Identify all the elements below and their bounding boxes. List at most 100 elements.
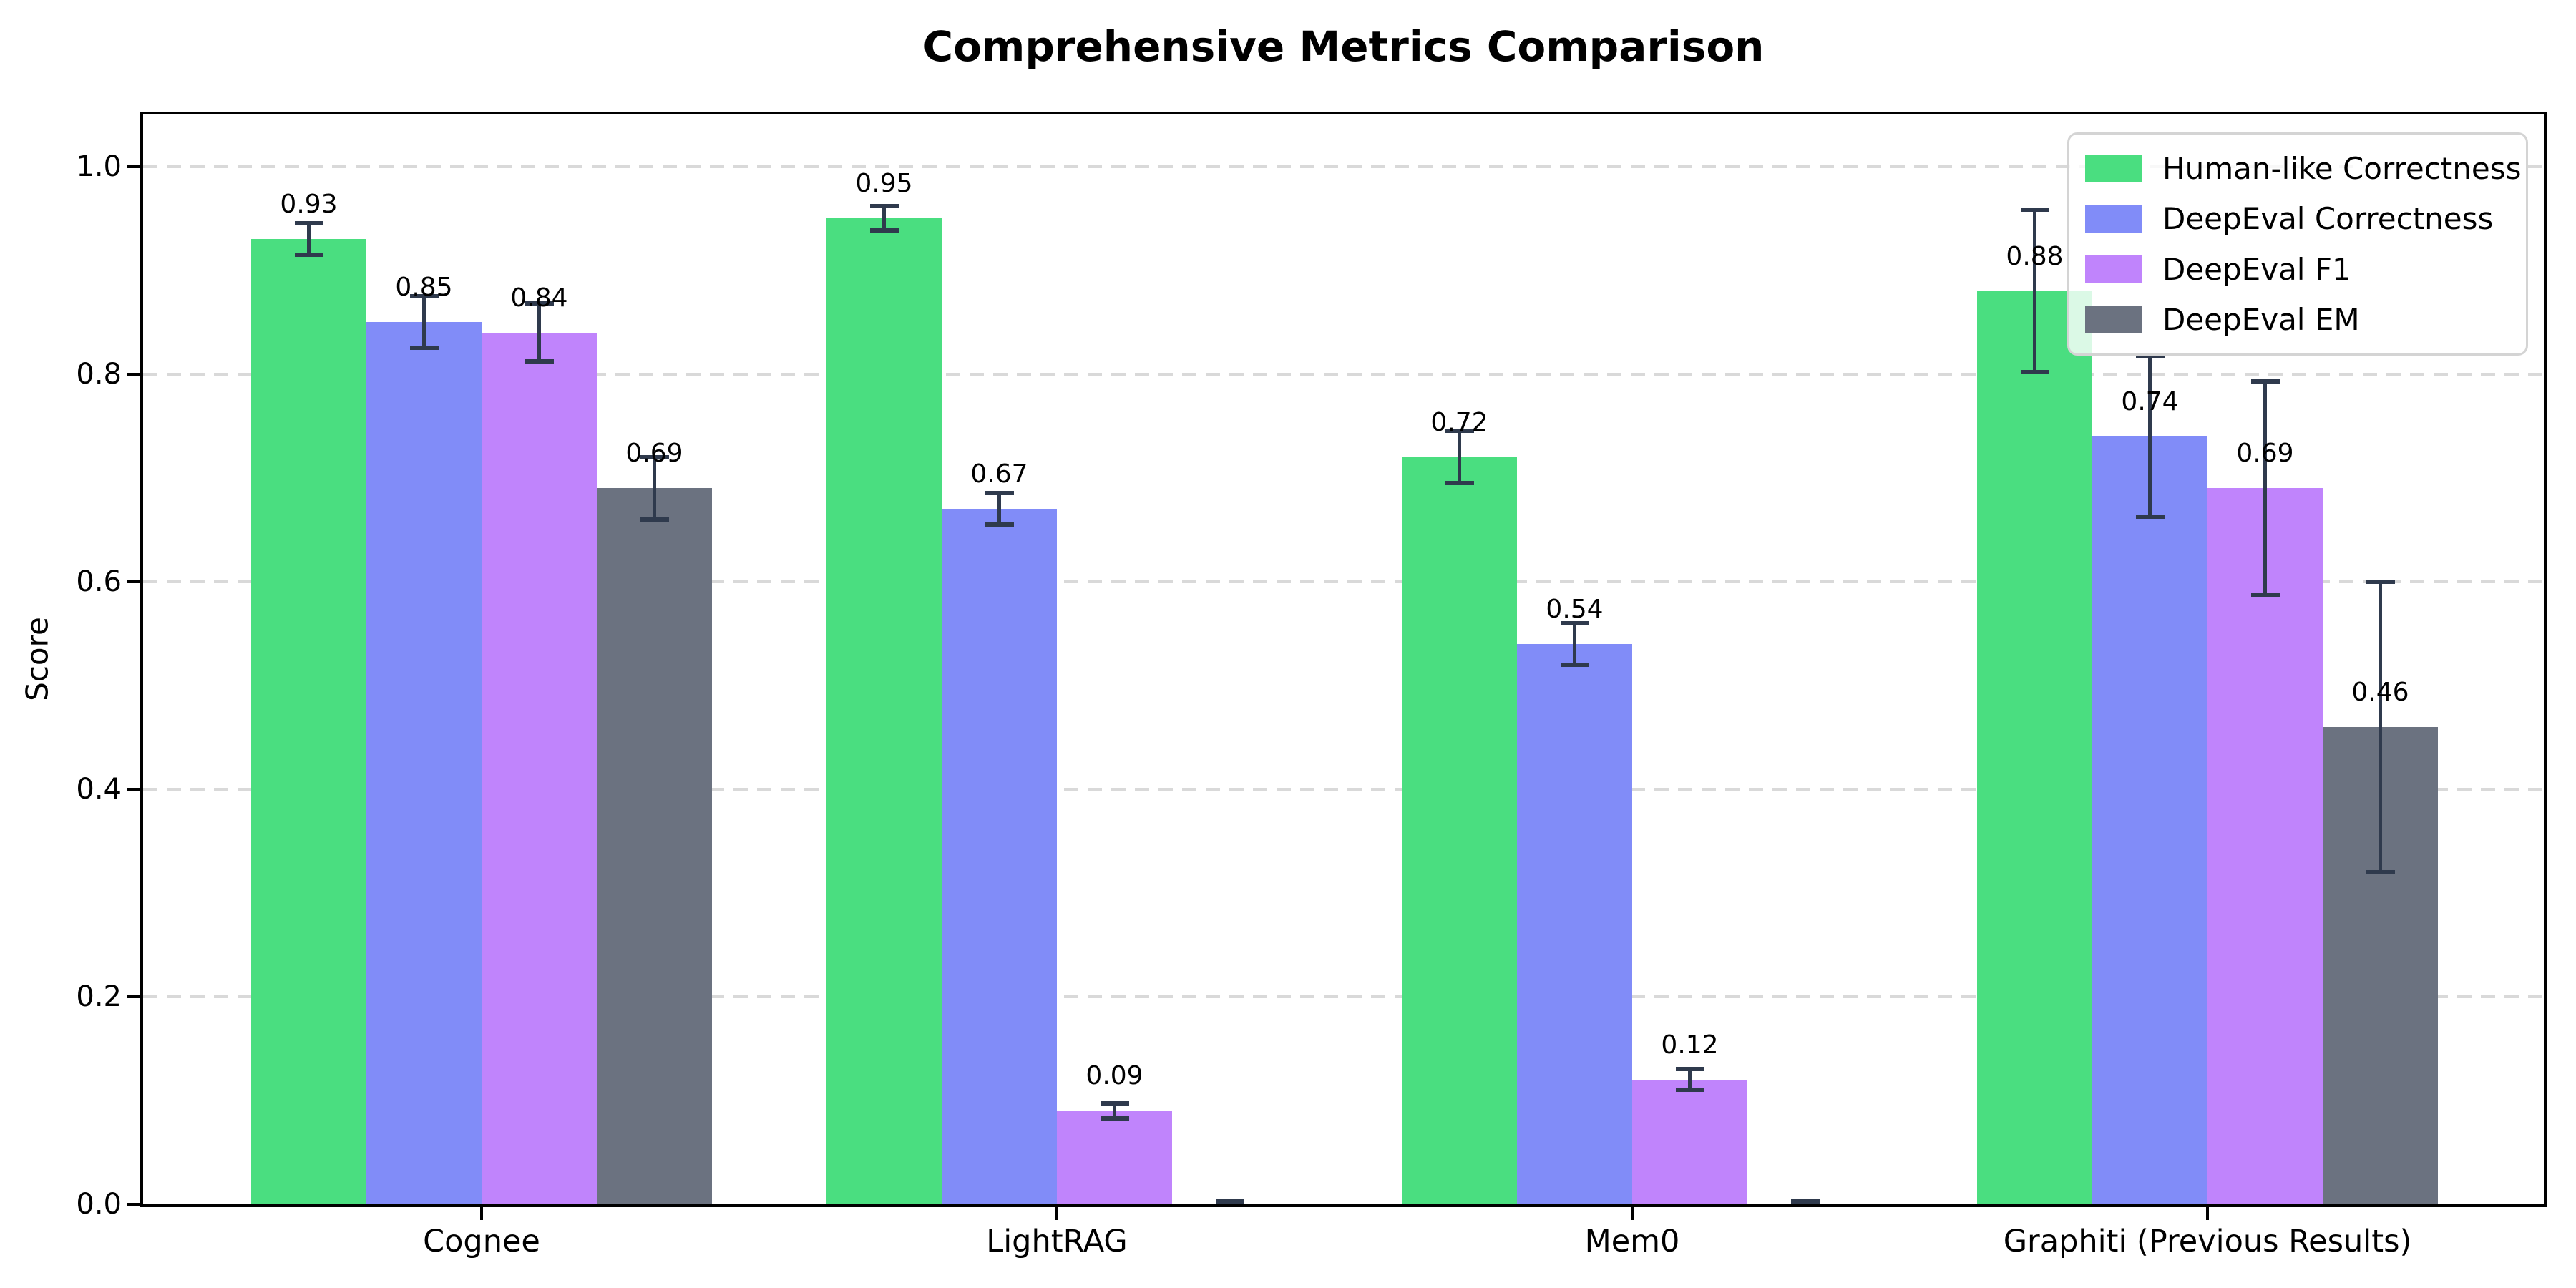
y-tick-mark: [127, 787, 140, 791]
bar-human-like-correctness-3: [1977, 291, 2092, 1204]
error-bar-line: [2263, 381, 2267, 595]
error-bar-line: [307, 223, 311, 255]
error-bar-cap-top: [2020, 208, 2049, 213]
error-bar-cap-top: [1445, 429, 1474, 434]
bar-value-label: 0.84: [510, 283, 568, 313]
x-tick-label: LightRAG: [986, 1224, 1128, 1259]
error-bar-cap-top: [985, 491, 1014, 496]
y-tick-label: 1.0: [76, 150, 122, 183]
error-bar-cap-top: [525, 301, 554, 306]
error-bar-line: [1458, 431, 1461, 483]
y-axis-title: Score: [19, 617, 55, 701]
x-tick-label: Graphiti (Previous Results): [2003, 1224, 2412, 1259]
y-tick-label: 0.4: [76, 772, 122, 806]
legend-label: DeepEval F1: [2162, 251, 2351, 287]
error-bar-cap-top: [2366, 579, 2395, 584]
bar-deepeval-f1-0: [482, 332, 597, 1204]
bar-value-label: 0.85: [395, 273, 453, 303]
error-bar-cap-bottom: [2020, 369, 2049, 374]
error-bar-cap-top: [1560, 620, 1589, 625]
error-bar-cap-top: [1790, 1199, 1820, 1204]
error-bar-cap-bottom: [1675, 1088, 1704, 1093]
error-bar-cap-bottom: [2135, 514, 2165, 519]
legend-swatch-icon: [2085, 155, 2142, 182]
bar-value-label: 0.46: [2351, 677, 2409, 707]
error-bar-cap-top: [1100, 1101, 1129, 1106]
x-tick-mark: [2206, 1207, 2209, 1220]
x-tick-label: Mem0: [1584, 1224, 1680, 1259]
bar-deepeval-em-0: [597, 488, 712, 1204]
bar-deepeval-correctness-2: [1517, 643, 1632, 1204]
legend-item: DeepEval EM: [2085, 302, 2513, 337]
error-bar-line: [2148, 355, 2152, 517]
bar-deepeval-f1-2: [1632, 1079, 1747, 1204]
chart-title: Comprehensive Metrics Comparison: [922, 22, 1765, 71]
legend-label: DeepEval EM: [2162, 302, 2360, 338]
bar-value-label: 0.93: [280, 190, 338, 220]
error-bar-line: [882, 205, 886, 231]
gridline: [143, 787, 2544, 791]
bar-value-label: 0.54: [1546, 594, 1604, 624]
bar-human-like-correctness-0: [251, 239, 366, 1204]
y-tick-label: 0.8: [76, 357, 122, 391]
y-tick-label: 0.6: [76, 565, 122, 598]
bar-value-label: 0.72: [1430, 407, 1488, 437]
error-bar-cap-bottom: [1445, 480, 1474, 485]
legend: Human-like Correctness DeepEval Correctne…: [2067, 132, 2528, 356]
error-bar-line: [1688, 1069, 1692, 1091]
bar-value-label: 0.88: [2006, 241, 2064, 271]
error-bar-cap-top: [640, 454, 669, 459]
error-bar-line: [537, 303, 541, 362]
legend-item: DeepEval F1: [2085, 252, 2513, 287]
error-bar-cap-bottom: [294, 252, 323, 257]
error-bar-cap-bottom: [2366, 869, 2395, 874]
error-bar-cap-top: [1675, 1067, 1704, 1072]
gridline: [143, 165, 2544, 168]
y-tick-mark: [127, 580, 140, 583]
bar-value-label: 0.69: [625, 439, 683, 469]
error-bar-cap-bottom: [985, 522, 1014, 527]
x-tick-mark: [1055, 1207, 1058, 1220]
bar-deepeval-f1-3: [2207, 488, 2323, 1204]
y-tick-mark: [127, 995, 140, 998]
error-bar-cap-bottom: [2250, 592, 2280, 597]
legend-swatch-icon: [2085, 255, 2142, 283]
bar-value-label: 0.74: [2121, 386, 2179, 416]
x-tick-mark: [480, 1207, 483, 1220]
error-bar-line: [653, 457, 656, 519]
legend-label: DeepEval Correctness: [2162, 201, 2494, 237]
legend-label: Human-like Correctness: [2162, 150, 2522, 186]
error-bar-line: [1573, 623, 1576, 665]
bar-human-like-correctness-1: [826, 218, 942, 1204]
y-tick-mark: [127, 372, 140, 376]
gridline: [143, 995, 2544, 998]
error-bar-line: [2033, 210, 2036, 372]
y-tick-label: 0.2: [76, 980, 122, 1013]
error-bar-line: [1113, 1103, 1116, 1118]
bar-value-label: 0.67: [970, 459, 1028, 489]
error-bar-line: [2379, 581, 2382, 872]
gridline: [143, 580, 2544, 583]
error-bar-cap-top: [294, 221, 323, 226]
legend-swatch-icon: [2085, 205, 2142, 233]
bar-deepeval-correctness-1: [942, 509, 1057, 1204]
error-bar-cap-top: [1215, 1199, 1244, 1204]
bar-value-label: 0.12: [1661, 1030, 1719, 1060]
legend-item: DeepEval Correctness: [2085, 201, 2513, 236]
error-bar-cap-top: [409, 293, 439, 298]
legend-item: Human-like Correctness: [2085, 151, 2522, 186]
error-bar-cap-top: [869, 203, 899, 208]
y-tick-label: 0.0: [76, 1188, 122, 1221]
error-bar-cap-bottom: [525, 359, 554, 364]
error-bar-cap-bottom: [409, 346, 439, 351]
x-tick-label: Cognee: [423, 1224, 540, 1259]
bar-deepeval-correctness-0: [366, 322, 482, 1204]
y-tick-mark: [127, 165, 140, 168]
y-tick-mark: [127, 1203, 140, 1206]
bar-deepeval-f1-1: [1057, 1111, 1172, 1204]
error-bar-cap-bottom: [1560, 662, 1589, 667]
error-bar-line: [422, 296, 426, 348]
gridline: [143, 372, 2544, 376]
error-bar-cap-bottom: [869, 228, 899, 233]
